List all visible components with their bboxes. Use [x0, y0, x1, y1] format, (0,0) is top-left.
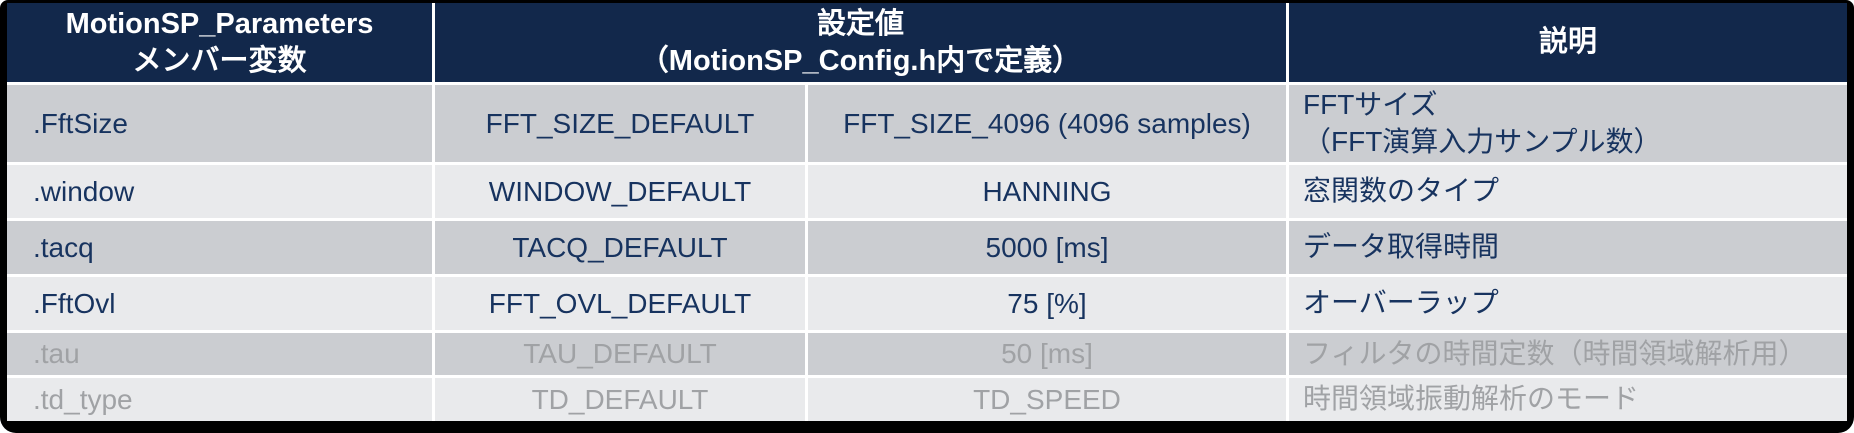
description-line1: FFTサイズ [1303, 89, 1438, 121]
description-cell: 時間領域振動解析のモード [1289, 378, 1847, 421]
header-setting-value: 設定値 （MotionSP_Config.h内で定義） [435, 3, 1286, 82]
header-member-line2: メンバー変数 [132, 44, 307, 77]
default-macro-cell: TACQ_DEFAULT [435, 221, 805, 274]
member-cell: .window [7, 165, 432, 218]
description-cell: オーバーラップ [1289, 277, 1847, 330]
description-line1: 時間領域振動解析のモード [1303, 383, 1640, 415]
value-cell: HANNING [808, 165, 1286, 218]
description-cell: フィルタの時間定数（時間領域解析用） [1289, 333, 1847, 375]
member-cell: .tau [7, 333, 432, 375]
default-macro-cell: FFT_OVL_DEFAULT [435, 277, 805, 330]
header-setting-line1: 設定値 [816, 8, 904, 41]
default-macro-cell: FFT_SIZE_DEFAULT [435, 85, 805, 162]
description-line1: フィルタの時間定数（時間領域解析用） [1303, 337, 1807, 369]
default-macro-cell: TD_DEFAULT [435, 378, 805, 421]
description-cell: FFTサイズ （FFT演算入力サンプル数） [1289, 85, 1847, 162]
value-cell: TD_SPEED [808, 378, 1286, 421]
header-description: 説明 [1289, 3, 1847, 82]
header-member-line1: MotionSP_Parameters [65, 8, 374, 41]
description-cell: 窓関数のタイプ [1289, 165, 1847, 218]
description-line1: オーバーラップ [1303, 287, 1499, 319]
header-member-variables: MotionSP_Parameters メンバー変数 [7, 3, 432, 82]
description-line1: データ取得時間 [1303, 231, 1500, 263]
description-cell: データ取得時間 [1289, 221, 1847, 274]
description-line2: （FFT演算入力サンプル数） [1303, 125, 1662, 157]
description-line1: 窓関数のタイプ [1303, 175, 1500, 207]
member-cell: .FftSize [7, 85, 432, 162]
parameters-table: MotionSP_Parameters メンバー変数 設定値 （MotionSP… [7, 3, 1847, 421]
value-cell: 5000 [ms] [808, 221, 1286, 274]
default-macro-cell: TAU_DEFAULT [435, 333, 805, 375]
member-cell: .td_type [7, 378, 432, 421]
header-setting-line2: （MotionSP_Config.h内で定義） [639, 44, 1082, 77]
default-macro-cell: WINDOW_DEFAULT [435, 165, 805, 218]
value-cell: FFT_SIZE_4096 (4096 samples) [808, 85, 1286, 162]
header-description-label: 説明 [1538, 26, 1597, 59]
member-cell: .FftOvl [7, 277, 432, 330]
value-cell: 75 [%] [808, 277, 1286, 330]
value-cell: 50 [ms] [808, 333, 1286, 375]
member-cell: .tacq [7, 221, 432, 274]
